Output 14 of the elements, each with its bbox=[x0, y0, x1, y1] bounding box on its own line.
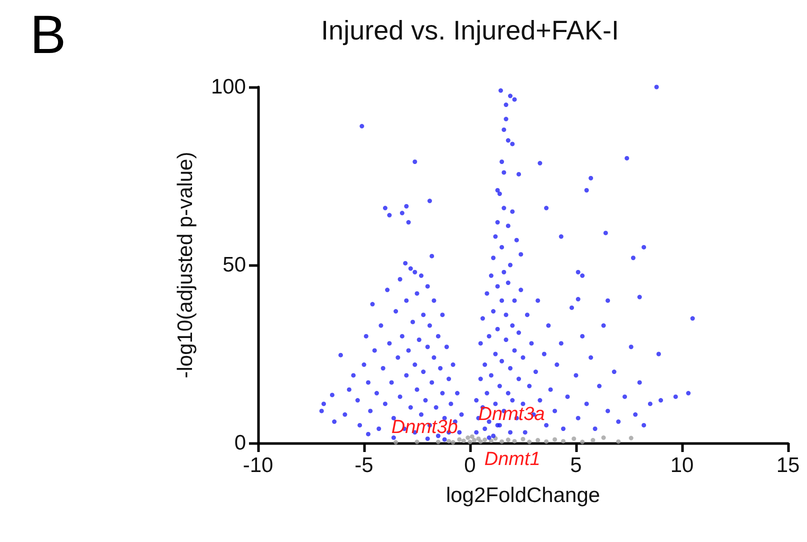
x-tick-label: 10 bbox=[670, 454, 694, 477]
y-tick-label: 100 bbox=[210, 76, 246, 98]
annotation: Dnmt1 bbox=[484, 448, 540, 470]
chart-title: Injured vs. Injured+FAK-I bbox=[321, 16, 619, 46]
x-tick-label: -5 bbox=[354, 454, 374, 477]
x-tick-label: 15 bbox=[776, 454, 800, 477]
y-axis-title: -log10(adjusted p-value) bbox=[174, 152, 197, 378]
x-axis-title: log2FoldChange bbox=[446, 484, 600, 507]
x-tick-label: -10 bbox=[242, 454, 274, 477]
y-tick-label: 50 bbox=[222, 254, 246, 276]
text: B bbox=[30, 5, 66, 65]
y-tick-label: 0 bbox=[234, 432, 246, 454]
x-tick-label: 5 bbox=[570, 454, 582, 477]
x-tick-label: 0 bbox=[464, 454, 476, 477]
